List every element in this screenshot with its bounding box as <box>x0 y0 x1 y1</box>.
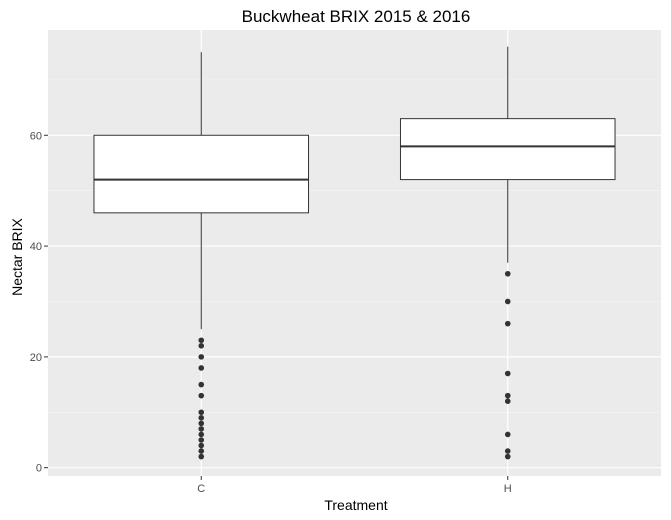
outlier-point <box>504 320 511 327</box>
box-iqr <box>93 134 310 214</box>
outlier-point <box>504 398 511 405</box>
outlier-point <box>198 365 205 371</box>
outlier-point <box>198 381 205 388</box>
outlier-point <box>198 415 205 421</box>
outlier-point <box>198 409 205 416</box>
y-axis: 0 20 40 60 <box>30 130 48 475</box>
x-tick-label: C <box>197 483 205 495</box>
outlier-point <box>504 431 511 438</box>
box-group-C <box>93 52 310 460</box>
box-iqr <box>399 118 616 181</box>
outlier-point <box>504 448 511 454</box>
outlier-point <box>198 392 205 399</box>
outlier-point <box>198 431 205 438</box>
chart-title: Buckwheat BRIX 2015 & 2016 <box>242 7 471 26</box>
outlier-point <box>504 298 511 305</box>
x-tick-label: H <box>504 483 512 495</box>
outlier-point <box>504 453 511 460</box>
outlier-point <box>198 453 205 460</box>
outlier-point <box>504 270 511 277</box>
outlier-point <box>198 437 205 443</box>
outlier-point <box>198 354 205 360</box>
y-tick-label: 60 <box>30 130 42 142</box>
y-tick-label: 20 <box>30 352 42 364</box>
boxes <box>93 46 616 460</box>
outlier-point <box>198 343 205 349</box>
y-tick-label: 40 <box>30 241 42 253</box>
x-axis-title: Treatment <box>324 497 387 513</box>
outlier-point <box>198 420 205 427</box>
box-group-H <box>399 46 616 460</box>
outlier-point <box>198 337 205 344</box>
outlier-point <box>198 426 205 432</box>
plot-panel <box>48 30 661 476</box>
y-axis-title: Nectar BRIX <box>9 217 25 295</box>
outlier-point <box>504 392 511 399</box>
outlier-point <box>198 442 205 449</box>
outlier-point <box>198 448 205 454</box>
y-tick-label: 0 <box>36 463 42 475</box>
outlier-point <box>504 370 511 377</box>
